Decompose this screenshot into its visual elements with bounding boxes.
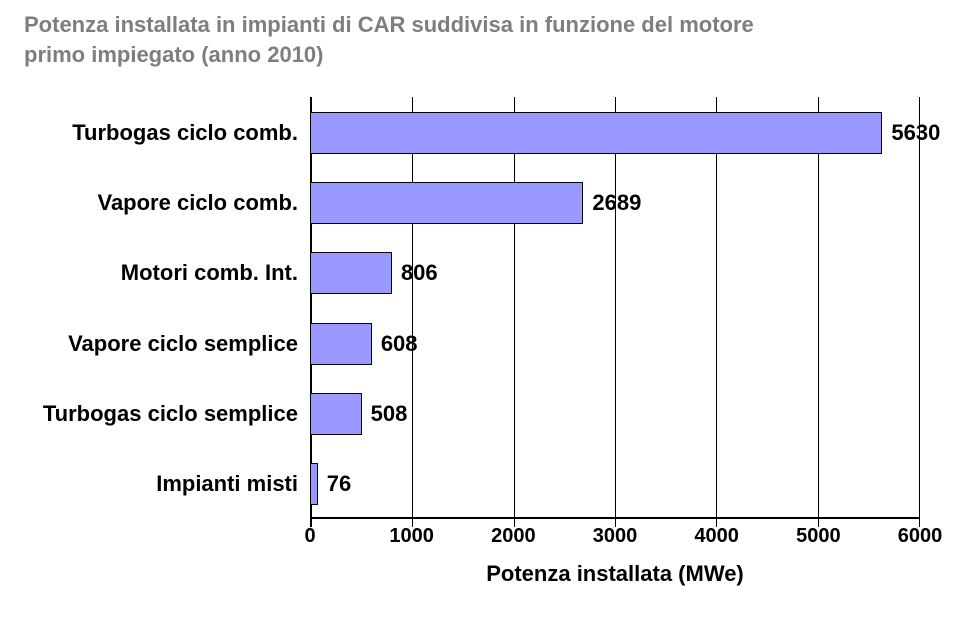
chart-title-line-1: Potenza installata in impianti di CAR su… <box>24 12 754 37</box>
plot-cell: 76 <box>310 449 920 519</box>
bar-value: 806 <box>401 260 438 286</box>
category-label: Impianti misti <box>20 471 310 497</box>
page-root: Potenza installata in impianti di CAR su… <box>0 0 960 634</box>
bar-row: Vapore ciclo comb. 2689 <box>20 168 920 238</box>
category-label: Turbogas ciclo semplice <box>20 401 310 427</box>
bar: 508 <box>310 393 362 435</box>
plot-cell: 2689 <box>310 168 920 238</box>
bar: 2689 <box>310 182 583 224</box>
plot-rows: Turbogas ciclo comb. 5630 Vapore ciclo c… <box>20 97 920 519</box>
plot-cell: 806 <box>310 238 920 308</box>
x-tick: 6000 <box>898 525 943 548</box>
bar: 806 <box>310 252 392 294</box>
bar: 76 <box>310 463 318 505</box>
x-tick: 4000 <box>694 525 739 548</box>
bar-row: Motori comb. Int. 806 <box>20 238 920 308</box>
x-tick: 3000 <box>593 525 638 548</box>
x-axis-title-row: Potenza installata (MWe) <box>20 561 920 587</box>
category-label: Vapore ciclo semplice <box>20 331 310 357</box>
chart-area: Turbogas ciclo comb. 5630 Vapore ciclo c… <box>20 97 920 587</box>
x-tick: 0 <box>304 525 315 548</box>
bar-value: 2689 <box>592 190 641 216</box>
x-axis-title: Potenza installata (MWe) <box>310 561 920 587</box>
bar-value: 76 <box>327 471 351 497</box>
plot-cell: 508 <box>310 379 920 449</box>
x-tick: 1000 <box>389 525 434 548</box>
bar: 5630 <box>310 112 882 154</box>
plot-cell: 608 <box>310 308 920 378</box>
x-tick: 5000 <box>796 525 841 548</box>
category-label: Vapore ciclo comb. <box>20 190 310 216</box>
bar-value: 5630 <box>891 120 940 146</box>
category-label: Motori comb. Int. <box>20 260 310 286</box>
bar: 608 <box>310 323 372 365</box>
bar-row: Turbogas ciclo semplice 508 <box>20 379 920 449</box>
bar-row: Turbogas ciclo comb. 5630 <box>20 97 920 167</box>
bar-value: 608 <box>381 331 418 357</box>
chart-title: Potenza installata in impianti di CAR su… <box>24 10 920 69</box>
plot-cell: 5630 <box>310 97 920 167</box>
bar-row: Impianti misti 76 <box>20 449 920 519</box>
x-tick: 2000 <box>491 525 536 548</box>
bar-row: Vapore ciclo semplice 608 <box>20 308 920 378</box>
chart-title-line-2: primo impiegato (anno 2010) <box>24 42 324 67</box>
x-ticks-row: 0 1000 2000 3000 4000 5000 6000 <box>20 525 920 555</box>
grid <box>310 449 920 519</box>
x-ticks: 0 1000 2000 3000 4000 5000 6000 <box>310 525 920 555</box>
category-label: Turbogas ciclo comb. <box>20 120 310 146</box>
bar-value: 508 <box>371 401 408 427</box>
